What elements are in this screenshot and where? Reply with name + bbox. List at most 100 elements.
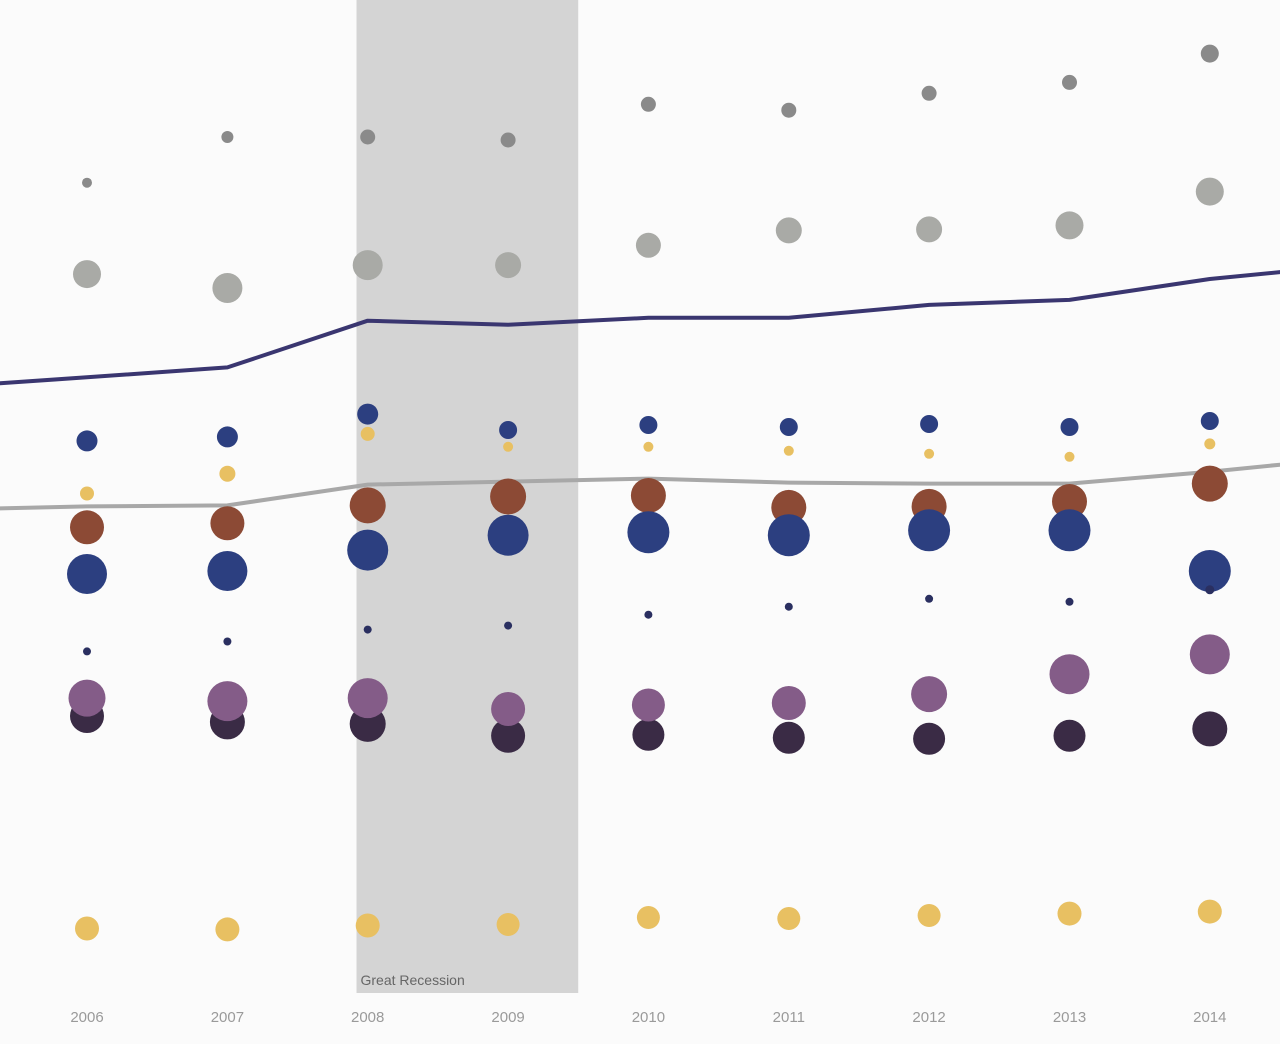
x-tick-2013: 2013	[1053, 1009, 1086, 1026]
x-tick-2014: 2014	[1193, 1009, 1226, 1026]
point-series-9-2014	[1189, 634, 1230, 675]
point-series-10-2009	[496, 913, 520, 936]
point-series-6-2007	[207, 551, 248, 591]
point-series-9-2011	[771, 686, 806, 720]
point-series-8-2010	[632, 718, 665, 751]
point-series-7-2012	[925, 594, 934, 603]
point-series-3-2007	[216, 426, 238, 448]
point-series-6-2010	[627, 511, 670, 554]
point-series-2-2008	[352, 250, 383, 281]
point-series-5-2009	[490, 478, 527, 515]
point-series-6-2012	[908, 509, 951, 552]
point-series-10-2010	[636, 906, 660, 929]
point-series-1-2006	[82, 177, 92, 188]
point-series-3-2014	[1200, 412, 1219, 430]
point-series-1-2013	[1062, 74, 1077, 90]
point-series-2-2007	[212, 273, 243, 303]
point-series-9-2010	[631, 688, 665, 722]
point-series-1-2007	[221, 131, 234, 143]
point-series-3-2008	[357, 403, 379, 425]
point-series-9-2009	[491, 692, 526, 726]
x-tick-2007: 2007	[211, 1009, 244, 1026]
point-series-9-2013	[1049, 654, 1090, 695]
x-tick-2012: 2012	[912, 1009, 945, 1026]
point-series-3-2010	[639, 416, 658, 434]
point-series-8-2011	[772, 721, 805, 754]
point-series-2-2014	[1195, 177, 1224, 206]
point-series-9-2006	[68, 679, 106, 717]
point-series-10-2007	[215, 917, 240, 942]
point-series-2-2012	[916, 216, 943, 243]
point-series-10-2006	[75, 916, 99, 941]
point-series-10-2014	[1197, 899, 1222, 924]
point-series-8-2013	[1053, 719, 1086, 752]
point-series-7-2007	[223, 637, 232, 646]
point-series-5-2007	[210, 506, 245, 541]
x-tick-2010: 2010	[632, 1009, 665, 1026]
x-axis: 2006 2007 2008 2009 2010 2011 2012 2013 2014	[70, 1009, 1226, 1026]
point-series-1-2012	[921, 85, 937, 101]
trend-line-1	[0, 270, 1280, 386]
point-series-8-2009	[491, 718, 526, 753]
point-series-10-2011	[777, 907, 801, 930]
point-series-9-2012	[911, 676, 948, 713]
point-series-10-2008	[355, 913, 380, 938]
point-series-7-2009	[504, 621, 513, 630]
point-series-4-2013	[1064, 451, 1075, 462]
point-series-2-2009	[495, 252, 522, 279]
point-series-9-2007	[207, 681, 248, 722]
point-marks	[67, 44, 1231, 942]
x-tick-2008: 2008	[351, 1009, 384, 1026]
point-series-4-2011	[783, 445, 794, 456]
point-series-6-2009	[487, 514, 529, 556]
point-series-2-2006	[73, 260, 101, 289]
point-series-7-2013	[1065, 597, 1074, 606]
point-series-3-2006	[76, 430, 98, 452]
point-series-4-2014	[1204, 438, 1216, 450]
point-series-8-2012	[913, 722, 946, 755]
point-series-4-2010	[643, 441, 654, 452]
point-series-5-2006	[70, 510, 104, 545]
point-series-4-2006	[80, 486, 94, 501]
x-tick-2006: 2006	[70, 1009, 103, 1026]
point-series-5-2014	[1191, 465, 1228, 502]
point-series-5-2008	[349, 487, 386, 524]
point-series-1-2010	[640, 96, 656, 112]
great-recession-band	[356, 0, 579, 993]
point-series-7-2008	[363, 625, 372, 634]
point-series-10-2013	[1057, 901, 1082, 926]
point-series-2-2013	[1055, 211, 1084, 240]
point-series-1-2009	[500, 132, 516, 148]
point-series-2-2011	[775, 217, 802, 244]
point-series-5-2013	[1052, 484, 1087, 519]
point-series-7-2010	[644, 610, 653, 619]
point-series-1-2008	[360, 129, 376, 145]
trend-lines	[0, 270, 1280, 511]
point-series-6-2006	[67, 554, 107, 594]
point-series-2-2010	[635, 232, 661, 258]
point-series-3-2009	[499, 421, 518, 439]
point-series-4-2012	[924, 448, 935, 459]
point-series-7-2014	[1205, 585, 1215, 595]
x-tick-2009: 2009	[491, 1009, 524, 1026]
point-series-6-2013	[1048, 509, 1091, 552]
point-series-6-2014	[1188, 550, 1231, 592]
point-series-3-2011	[779, 418, 798, 436]
point-series-1-2014	[1200, 44, 1219, 63]
point-series-4-2009	[503, 441, 514, 452]
point-series-1-2011	[781, 102, 797, 118]
point-series-3-2013	[1060, 418, 1079, 436]
point-series-5-2010	[630, 478, 666, 513]
point-series-7-2011	[784, 602, 793, 611]
point-series-10-2012	[917, 904, 941, 927]
point-series-6-2008	[347, 529, 389, 571]
point-series-4-2007	[219, 465, 236, 482]
point-series-7-2006	[83, 647, 91, 656]
great-recession-label: Great Recession	[360, 972, 464, 988]
point-series-6-2011	[767, 514, 810, 557]
point-series-8-2014	[1192, 711, 1228, 747]
point-series-3-2012	[920, 415, 939, 433]
point-series-9-2008	[347, 678, 388, 719]
x-tick-2011: 2011	[773, 1009, 805, 1026]
